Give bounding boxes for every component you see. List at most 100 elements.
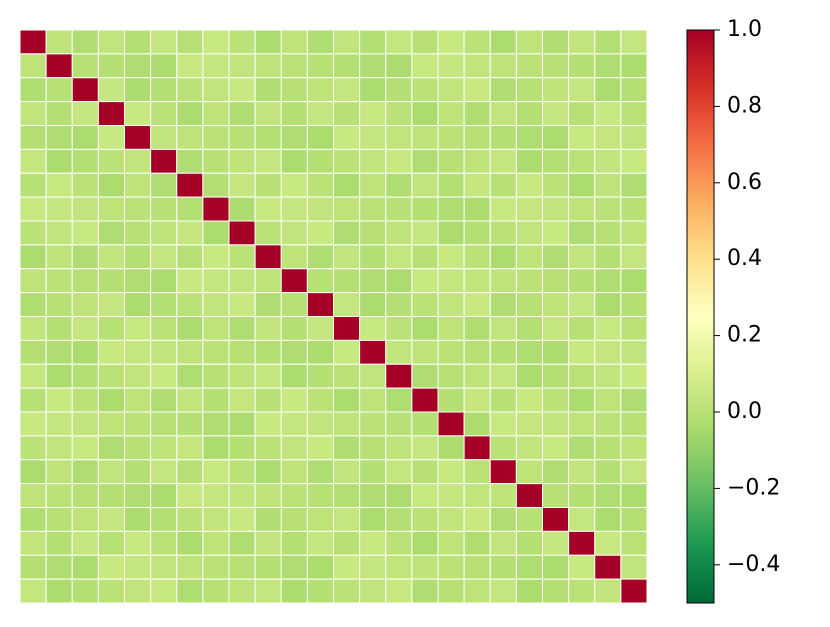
heatmap-cell [542, 77, 570, 103]
heatmap-cell [489, 339, 517, 365]
heatmap-cell [202, 554, 230, 580]
heatmap-cell [254, 77, 282, 103]
heatmap-cell [124, 316, 152, 341]
heatmap-cell [437, 53, 465, 79]
heatmap-cell [202, 77, 230, 103]
heatmap-cell [280, 387, 308, 413]
heatmap-cell [97, 101, 125, 126]
heatmap-cell [97, 220, 125, 246]
heatmap-cell [594, 101, 622, 126]
heatmap-cell [620, 244, 648, 270]
heatmap-cell [515, 578, 543, 604]
heatmap-cell [333, 411, 361, 437]
heatmap-cell [150, 292, 178, 317]
heatmap-cell [202, 435, 230, 461]
heatmap-cell [202, 530, 230, 556]
heatmap-cell [124, 292, 152, 317]
heatmap-cell [306, 53, 334, 79]
heatmap-cell [306, 507, 334, 532]
heatmap-cell [568, 578, 596, 604]
heatmap-cell [411, 148, 439, 174]
heatmap-cell [150, 363, 178, 389]
heatmap-cell [97, 29, 125, 55]
heatmap-cell [515, 435, 543, 461]
heatmap-cell [280, 268, 308, 294]
heatmap-cell [359, 77, 387, 103]
heatmap-cell [411, 435, 439, 461]
heatmap-cell [542, 363, 570, 389]
heatmap-cell [489, 29, 517, 55]
heatmap-cell [437, 459, 465, 485]
heatmap-cell [463, 29, 491, 55]
heatmap-cell [45, 316, 73, 341]
heatmap-cell [333, 459, 361, 485]
heatmap-cell [515, 101, 543, 126]
heatmap-cell [489, 459, 517, 485]
heatmap-cell [359, 53, 387, 79]
heatmap-cell [542, 101, 570, 126]
heatmap-cell [437, 530, 465, 556]
heatmap-cell [437, 220, 465, 246]
heatmap-cell [19, 387, 47, 413]
heatmap-cell [333, 387, 361, 413]
heatmap-cell [542, 411, 570, 437]
heatmap-cell [71, 148, 99, 174]
heatmap-cell [594, 220, 622, 246]
heatmap-cell [202, 220, 230, 246]
heatmap-cell [489, 507, 517, 532]
heatmap-cell [333, 363, 361, 389]
heatmap-cell [515, 483, 543, 508]
heatmap-cell [620, 530, 648, 556]
heatmap-cell [385, 125, 413, 150]
heatmap-cell [254, 148, 282, 174]
heatmap-cell [124, 101, 152, 126]
heatmap-cell [228, 148, 256, 174]
heatmap-cell [489, 387, 517, 413]
heatmap-cell [333, 196, 361, 222]
heatmap-cell [489, 53, 517, 79]
heatmap-cell [515, 411, 543, 437]
heatmap-cell [359, 578, 387, 604]
heatmap-cell [202, 339, 230, 365]
heatmap-cell [437, 363, 465, 389]
heatmap-cell [71, 387, 99, 413]
heatmap-cell [385, 507, 413, 532]
heatmap-cell [150, 148, 178, 174]
heatmap-cell [542, 125, 570, 150]
heatmap-cell [306, 483, 334, 508]
heatmap-cell [45, 292, 73, 317]
heatmap-cell [489, 125, 517, 150]
heatmap-cell [176, 53, 204, 79]
heatmap-cell [150, 554, 178, 580]
heatmap-cell [150, 530, 178, 556]
heatmap-cell [280, 578, 308, 604]
heatmap-cell [280, 29, 308, 55]
heatmap-cell [411, 483, 439, 508]
heatmap-cell [202, 507, 230, 532]
heatmap-cell [45, 363, 73, 389]
heatmap-cell [437, 196, 465, 222]
heatmap-cell [124, 411, 152, 437]
heatmap-cell [411, 339, 439, 365]
heatmap-cell [437, 77, 465, 103]
heatmap-cell [411, 292, 439, 317]
heatmap-cell [594, 268, 622, 294]
heatmap-cell [437, 292, 465, 317]
heatmap-cell [594, 387, 622, 413]
heatmap-cell [542, 339, 570, 365]
heatmap-cell [568, 435, 596, 461]
heatmap-cell [19, 339, 47, 365]
heatmap-cell [568, 29, 596, 55]
heatmap-cell [515, 172, 543, 198]
heatmap-cell [385, 77, 413, 103]
heatmap-cell [437, 316, 465, 341]
heatmap-cell [620, 387, 648, 413]
heatmap-cell [620, 483, 648, 508]
heatmap-cell [254, 244, 282, 270]
heatmap-cell [45, 125, 73, 150]
heatmap-cell [45, 459, 73, 485]
heatmap-cell [333, 101, 361, 126]
heatmap-cell [19, 435, 47, 461]
heatmap-cell [542, 435, 570, 461]
heatmap-cell [333, 77, 361, 103]
